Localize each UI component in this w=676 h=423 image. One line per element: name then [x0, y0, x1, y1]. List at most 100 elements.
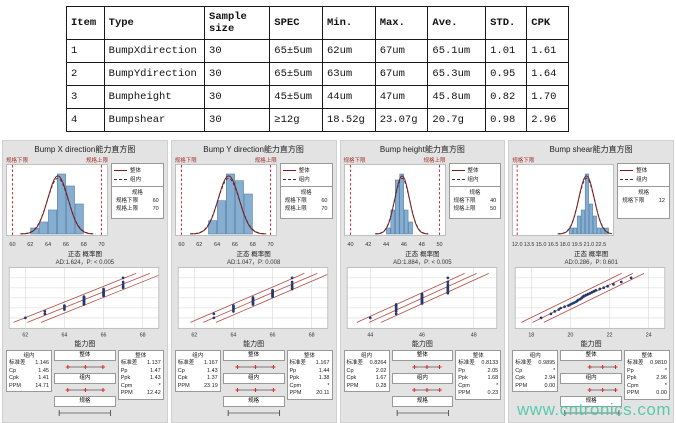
stat-row: PPM 0.00: [627, 390, 667, 398]
stat-row: PPM 23.19: [178, 383, 218, 391]
legend-entry-overall: 整体: [282, 166, 330, 175]
anderson-darling-stat: AD:1.624，P: < 0.005: [55, 259, 115, 266]
table-header-row: Item Type Sample size SPEC Min. Max. Ave. STD. C…: [66, 6, 569, 40]
prob-point: [23, 316, 27, 319]
stat-label: PPM: [9, 382, 21, 389]
stat-value: 1.44: [318, 367, 330, 374]
table-cell: 45.8um: [427, 85, 487, 109]
stat-value: 0.00: [544, 382, 556, 389]
probability-plot: 62 64 66 68: [177, 266, 328, 338]
prob-point: [290, 280, 294, 283]
stats-box-header: 组内: [529, 353, 541, 359]
capability-interval: [411, 388, 442, 392]
capability-stats-within: 组内 标准差 1.167 Cp 1.43 Cpk 1.37 PPM 23.19: [174, 350, 221, 392]
probability-plot: 18 20 22 24: [515, 266, 666, 338]
stat-row: 标准差 1.167: [290, 360, 330, 368]
prob-point: [394, 312, 397, 315]
stat-label: Ppk: [627, 375, 637, 381]
stat-value: 23.19: [203, 382, 218, 389]
normal-curve-overall: [558, 174, 613, 234]
spec-interval: [58, 410, 112, 416]
prob-point: [598, 287, 602, 290]
interval-label-1: 组内: [54, 373, 116, 384]
hist-bar: [207, 219, 217, 234]
probability-plot: 44 46 48: [346, 266, 497, 338]
table-cell: 20.7g: [427, 108, 487, 132]
legend-spec-row: 规格上限 70: [114, 205, 161, 213]
capability-stats-within: 组内 标准差 0.9895 Cp * Cpk 2.94 PPM 0.00: [512, 350, 559, 392]
stat-label: Cpk: [9, 375, 19, 381]
stat-value: *: [553, 367, 556, 374]
stat-row: Cpm *: [290, 383, 330, 391]
histogram-bars: [207, 173, 253, 234]
table-header-cell: Min.: [322, 6, 376, 40]
hist-x-tick: 42: [365, 242, 371, 248]
stat-row: Cpm *: [121, 383, 161, 391]
capability-stats-overall: 整体 标准差 1.137 Pp 1.47 Ppk 1.43 Cpm * PPM 12.42: [117, 350, 164, 400]
stat-value: 20.11: [316, 390, 330, 396]
probability-points: [212, 276, 294, 319]
hist-bar: [569, 227, 574, 234]
hist-x-tick: 46: [400, 242, 406, 248]
stat-label: Cp: [515, 367, 523, 374]
stat-label: Ppk: [120, 375, 131, 381]
histogram-legend: 整体 组内 规格 规格下限 12: [617, 162, 670, 219]
hist-x-tick: 60: [9, 242, 15, 248]
stat-value: 0.23: [487, 390, 499, 396]
stat-row: Cpk 1.41: [9, 375, 49, 383]
legend-overall-label: 整体: [130, 168, 142, 175]
capability-interval: [587, 365, 618, 369]
capability-histogram-plot: 60 62 64 66 68 70: [174, 163, 277, 248]
capability-intervals: 整体 组内 规格: [222, 350, 285, 419]
table-cell: Bumpheight: [103, 85, 206, 109]
prob-point: [563, 304, 567, 308]
hist-bar: [407, 221, 413, 234]
hist-x-tick: 18.0: [560, 242, 571, 248]
table-cell: 1.61: [526, 39, 569, 63]
table-cell: 44um: [322, 85, 376, 109]
anderson-darling-stat: AD:0.286，P: 0.601: [564, 259, 618, 266]
table-cell: BumpYdirection: [103, 62, 206, 86]
stat-label: PPM: [458, 390, 471, 396]
stat-value: 0.8264: [369, 360, 387, 366]
prob-x-tick: 44: [367, 332, 373, 338]
stat-value: 1.38: [318, 375, 330, 381]
stat-label: Cpm: [627, 382, 639, 389]
hist-x-tick: 64: [214, 242, 220, 248]
capability-body: 组内 标准差 1.167 Cp 1.43 Cpk 1.37 PPM 23.19 整体 组内 规格 整体标…: [174, 350, 333, 419]
stat-value: 1.68: [487, 375, 499, 381]
legend-entry-overall: 整体: [114, 166, 161, 175]
confidence-band-lower: [521, 272, 623, 323]
stats-box-header: 组内: [360, 353, 372, 359]
prob-point: [606, 284, 610, 288]
chart-panel-2: Bump height能力直方图 规格下限 规格上限 40 42 44 46 48 50 整体 组内…: [339, 140, 506, 423]
interval-label-0: 整体: [560, 350, 622, 361]
spec-interval: [227, 410, 280, 416]
stat-label: Cpk: [346, 375, 357, 381]
capability-interval: [235, 365, 276, 369]
histogram-legend: 整体 组内 规格 规格下限 40 规格上限 50: [448, 162, 502, 219]
lsl-label: 规格下限: [343, 157, 366, 164]
histogram-bars: [385, 173, 413, 234]
prob-point: [43, 312, 47, 315]
table-cell: 67um: [374, 39, 429, 63]
stat-value: 2.05: [487, 367, 499, 374]
stat-row: Cpk 1.67: [347, 375, 387, 383]
capability-plot-title: 能力图: [243, 341, 265, 348]
prob-point: [620, 280, 623, 283]
stats-box-header: 整体: [135, 353, 147, 359]
legend-divider: [449, 185, 501, 187]
stat-label: 标准差: [458, 360, 475, 366]
hist-bar: [589, 203, 594, 234]
stat-label: PPM: [177, 382, 190, 389]
stat-row: Cpk 1.37: [178, 375, 218, 383]
interval-label-1: 组内: [222, 373, 285, 384]
chart-title: Bump height能力直方图: [379, 145, 465, 154]
table-header-cell: Max.: [374, 6, 429, 40]
stat-value: *: [158, 382, 161, 389]
normal-curve-overall: [21, 174, 93, 234]
legend-divider: [112, 185, 163, 187]
table-cell: 18.52g: [322, 108, 376, 132]
stats-box-header: 组内: [23, 353, 35, 359]
legend-within-label: 组内: [636, 177, 648, 184]
